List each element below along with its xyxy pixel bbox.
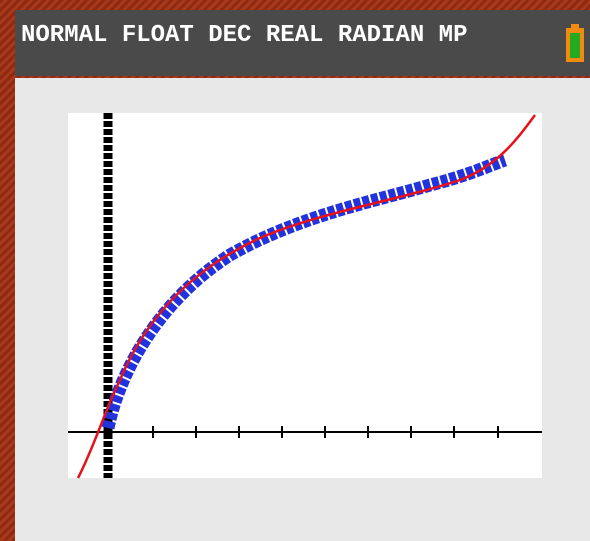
battery-level (570, 33, 580, 58)
x-axis-ticks (152, 426, 499, 438)
status-text: NORMAL FLOAT DEC REAL RADIAN MP (21, 22, 468, 49)
status-bar: NORMAL FLOAT DEC REAL RADIAN MP (15, 10, 590, 76)
battery-tip (571, 24, 579, 29)
regression-curve (76, 114, 537, 479)
